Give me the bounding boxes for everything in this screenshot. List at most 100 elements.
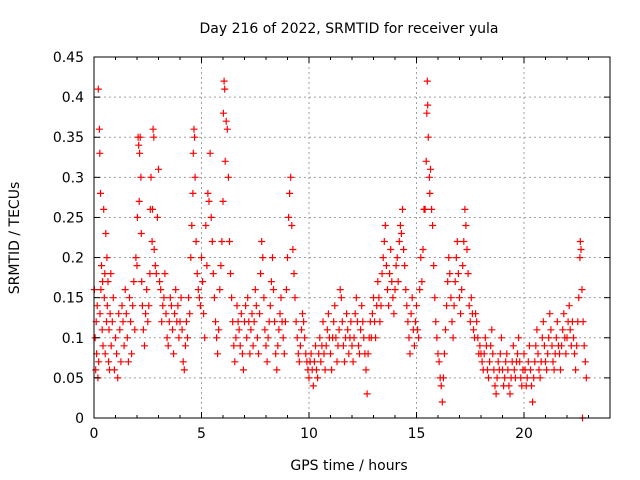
data-point [328, 366, 336, 374]
data-point [135, 141, 143, 149]
data-point [282, 286, 290, 294]
data-point [128, 350, 136, 358]
data-point [146, 270, 154, 278]
data-point [235, 326, 243, 334]
data-point [289, 246, 297, 253]
data-point [191, 133, 199, 141]
data-point [350, 334, 358, 342]
x-axis-label: GPS time / hours [290, 458, 407, 474]
data-point [292, 318, 300, 326]
data-point [162, 310, 170, 318]
data-point [549, 358, 557, 366]
grid-lines [94, 57, 610, 418]
data-point [317, 358, 325, 366]
data-point [422, 157, 430, 165]
data-point [372, 334, 380, 342]
data-point [463, 246, 471, 253]
data-point [576, 254, 584, 262]
data-point [222, 117, 230, 125]
data-point [115, 310, 123, 318]
data-point [172, 286, 180, 294]
data-point [242, 302, 250, 310]
data-point [548, 342, 556, 350]
data-point [434, 350, 442, 358]
y-tick-label: 0.45 [53, 50, 84, 66]
data-point [105, 358, 113, 366]
data-point [470, 326, 477, 334]
data-point [285, 213, 293, 221]
data-point [95, 125, 103, 133]
data-point [502, 358, 510, 366]
data-point [452, 254, 460, 262]
data-point [102, 230, 110, 237]
data-point [486, 358, 494, 366]
data-point [259, 254, 267, 262]
data-point [454, 270, 462, 278]
data-point [163, 334, 171, 342]
data-point [118, 302, 126, 310]
data-point [248, 310, 256, 318]
data-point [267, 278, 275, 286]
data-point [553, 318, 561, 326]
data-point [271, 318, 279, 326]
data-point [216, 286, 224, 294]
data-point [339, 342, 347, 350]
data-point [376, 318, 384, 326]
data-point [347, 318, 355, 326]
data-point [528, 382, 535, 390]
data-point [556, 350, 563, 358]
data-point [351, 310, 359, 318]
data-point [462, 222, 470, 229]
x-tick-label: 0 [90, 426, 99, 442]
data-point [520, 350, 528, 358]
data-point [137, 230, 145, 237]
data-point [322, 342, 330, 350]
data-point [535, 366, 543, 374]
data-point [570, 334, 577, 342]
data-point [101, 270, 109, 278]
data-point [176, 318, 184, 326]
data-point [249, 342, 257, 350]
data-point [286, 189, 294, 197]
y-axis-tick-labels: 0 0.05 0.1 0.15 0.2 0.25 0.3 0.35 0.4 0.45 [53, 50, 84, 427]
data-point [418, 278, 426, 286]
data-point [156, 278, 164, 286]
data-point [198, 254, 205, 262]
data-point [195, 294, 203, 302]
y-tick-label: 0.05 [53, 371, 84, 387]
data-point [456, 294, 463, 302]
data-point [408, 294, 416, 302]
data-point [159, 302, 167, 310]
data-point [223, 125, 231, 133]
data-point [161, 270, 169, 278]
data-point [343, 310, 351, 318]
data-point [581, 358, 589, 366]
data-point [425, 173, 433, 181]
data-point [244, 294, 252, 302]
data-point [465, 302, 473, 310]
data-point [141, 342, 148, 350]
data-point [105, 326, 113, 334]
data-point [260, 294, 268, 302]
data-point [438, 398, 446, 406]
data-point [298, 326, 305, 334]
data-point [341, 358, 348, 366]
y-tick-label: 0.15 [53, 291, 84, 307]
data-point [264, 334, 272, 342]
data-point [126, 294, 133, 302]
data-point [514, 350, 521, 358]
data-point [510, 366, 518, 374]
data-point [385, 302, 393, 310]
data-point [213, 334, 221, 342]
data-point [324, 310, 332, 318]
data-point [457, 310, 465, 318]
data-point [491, 382, 499, 390]
data-point [284, 254, 291, 262]
data-point [149, 125, 157, 133]
data-point [415, 334, 423, 342]
data-point [578, 286, 586, 294]
data-point [552, 334, 560, 342]
y-tick-label: 0.4 [62, 90, 84, 106]
data-point [167, 302, 175, 310]
data-point [270, 286, 277, 294]
